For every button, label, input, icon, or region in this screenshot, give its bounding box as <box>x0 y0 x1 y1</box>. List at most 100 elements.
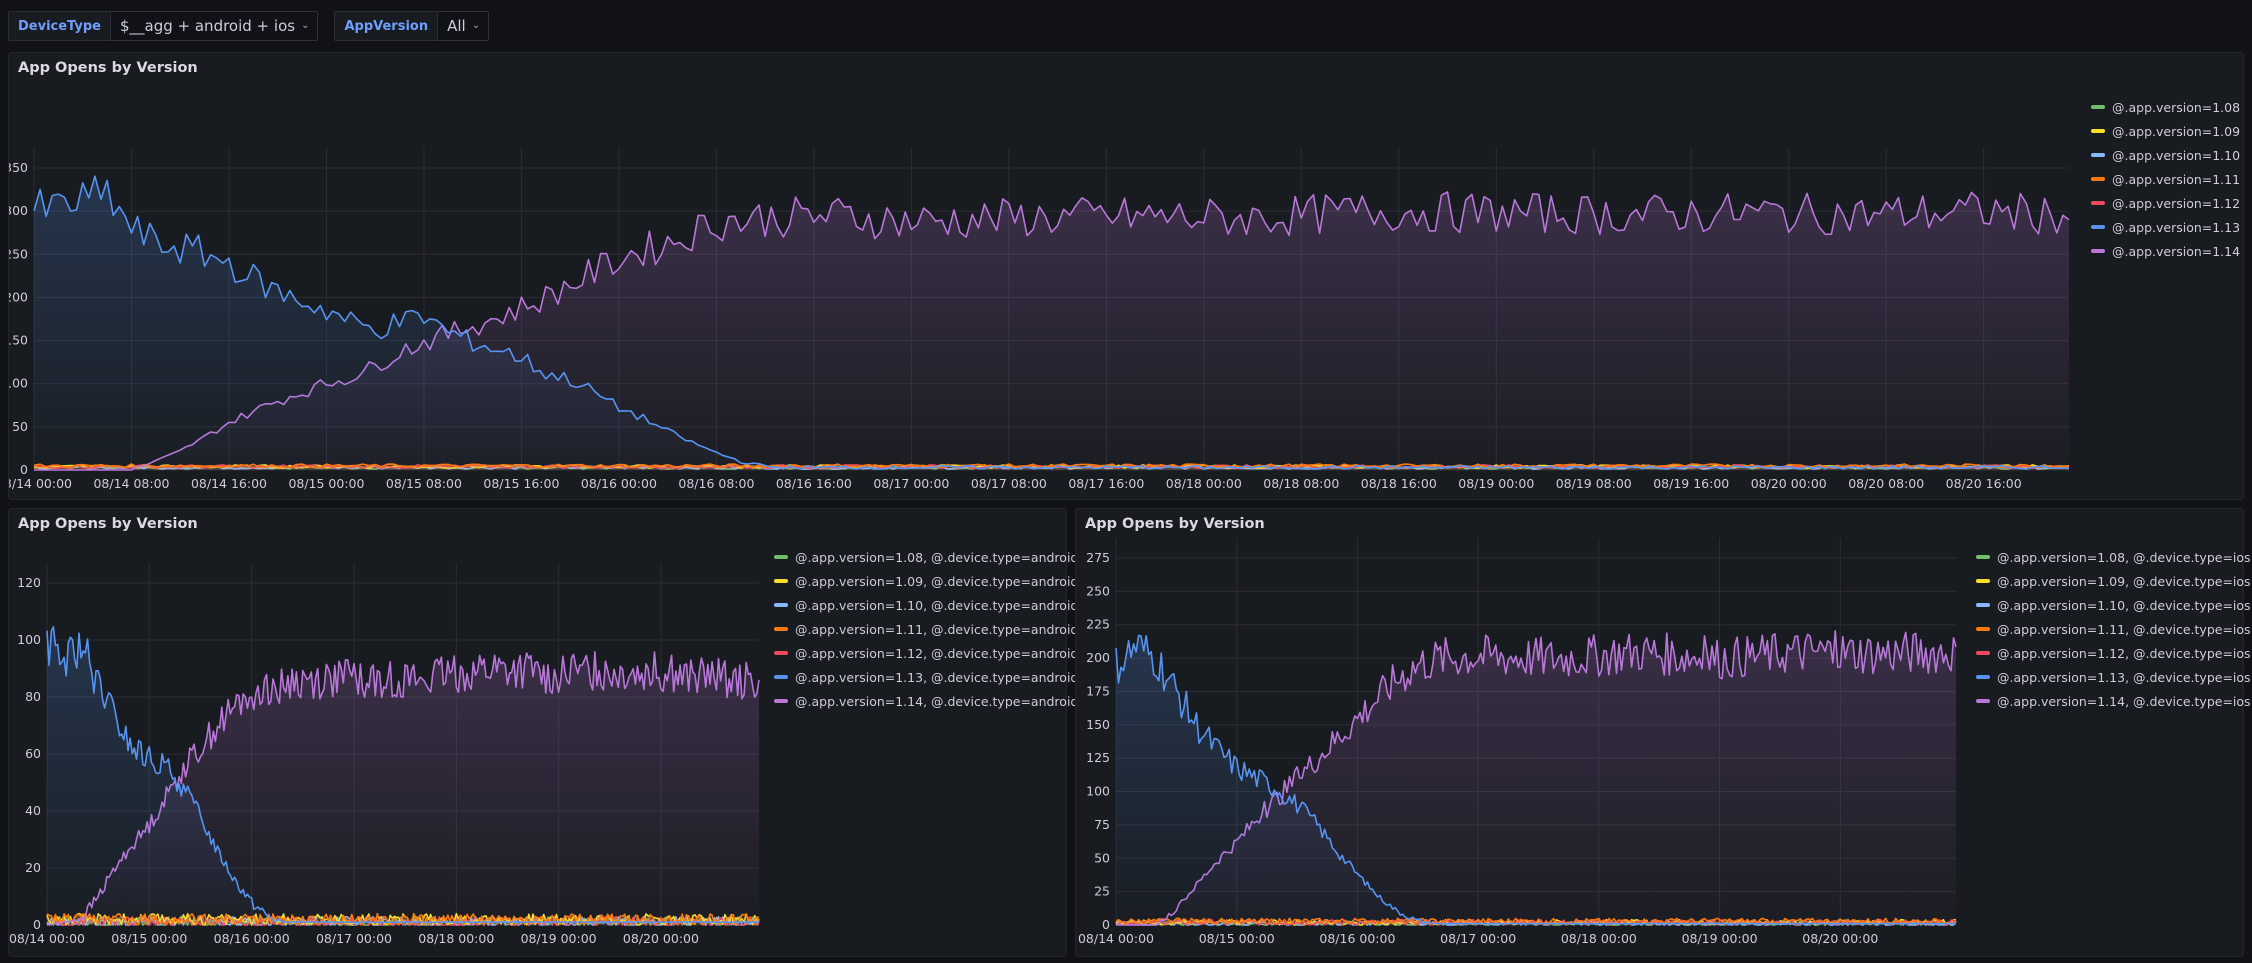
app-opens-chart-all: 0 50 100 150 200 250 300 350 08/14 00:00 08/14 08… <box>9 148 2070 491</box>
y-tick-label: 0 <box>20 462 28 477</box>
series-line-app-version-1-13-device-type-android <box>46 626 759 924</box>
y-tick-label: 275 <box>1086 550 1110 565</box>
y-tick-label: 120 <box>17 575 41 590</box>
x-tick-label: 08/18 08:00 <box>1263 476 1339 491</box>
y-tick-label: 100 <box>17 632 41 647</box>
y-tick-label: 250 <box>1086 583 1110 598</box>
legend-label: @.app.version=1.13, @.device.type=androi… <box>795 669 1079 685</box>
legend-item[interactable]: @.app.version=1.10 <box>2091 143 2240 167</box>
legend-swatch <box>2091 105 2105 109</box>
legend-item[interactable]: @.app.version=1.12, @.device.type=androi… <box>774 641 1078 665</box>
appversion-variable-value: All <box>447 17 466 35</box>
legend-label: @.app.version=1.09 <box>2112 123 2241 139</box>
legend-item[interactable]: @.app.version=1.13 <box>2091 215 2240 239</box>
x-tick-label: 08/16 08:00 <box>678 476 754 491</box>
y-tick-label: 100 <box>9 376 28 391</box>
x-tick-label: 08/14 00:00 <box>9 476 72 491</box>
legend-item[interactable]: @.app.version=1.12, @.device.type=ios <box>1976 641 2251 665</box>
legend-swatch <box>2091 201 2105 205</box>
y-tick-label: 300 <box>9 203 28 218</box>
legend-label: @.app.version=1.10, @.device.type=ios <box>1997 597 2251 613</box>
app-opens-panel-all[interactable]: App Opens by Version 0 50 100 150 200 250 300 3… <box>8 52 2244 500</box>
panel-title: App Opens by Version <box>1085 516 1265 532</box>
y-tick-label: 25 <box>1094 884 1110 899</box>
legend-item[interactable]: @.app.version=1.13, @.device.type=ios <box>1976 665 2251 689</box>
legend-item[interactable]: @.app.version=1.08 <box>2091 95 2240 119</box>
legend-label: @.app.version=1.08, @.device.type=androi… <box>795 549 1079 565</box>
legend-label: @.app.version=1.12, @.device.type=ios <box>1997 645 2251 661</box>
x-tick-label: 08/19 00:00 <box>1458 476 1534 491</box>
legend-item[interactable]: @.app.version=1.11 <box>2091 167 2240 191</box>
legend-item[interactable]: @.app.version=1.13, @.device.type=androi… <box>774 665 1078 689</box>
x-tick-label: 08/14 08:00 <box>93 476 169 491</box>
x-tick-label: 08/19 00:00 <box>521 931 597 946</box>
y-tick-label: 75 <box>1094 817 1110 832</box>
devicetype-variable-value: $__agg + android + ios <box>119 17 296 35</box>
legend-item[interactable]: @.app.version=1.09, @.device.type=ios <box>1976 569 2251 593</box>
x-tick-label: 08/20 08:00 <box>1848 476 1924 491</box>
x-tick-label: 08/17 16:00 <box>1068 476 1144 491</box>
legend-swatch <box>1976 699 1990 703</box>
x-tick-label: 08/19 16:00 <box>1653 476 1729 491</box>
y-tick-label: 175 <box>1086 683 1110 698</box>
legend-swatch <box>774 699 788 703</box>
x-tick-label: 08/17 08:00 <box>971 476 1047 491</box>
x-tick-label: 08/15 00:00 <box>1199 931 1275 946</box>
x-tick-label: 08/20 00:00 <box>1802 931 1878 946</box>
x-tick-label: 08/19 08:00 <box>1556 476 1632 491</box>
legend-label: @.app.version=1.11, @.device.type=androi… <box>795 621 1079 637</box>
legend-swatch <box>2091 225 2105 229</box>
y-tick-label: 225 <box>1086 617 1110 632</box>
x-tick-label: 08/19 00:00 <box>1682 931 1758 946</box>
legend-label: @.app.version=1.12 <box>2112 195 2241 211</box>
devicetype-variable-select[interactable]: $__agg + android + ios ⌄ <box>110 11 319 41</box>
legend-item[interactable]: @.app.version=1.09 <box>2091 119 2240 143</box>
y-tick-label: 250 <box>9 246 28 261</box>
chart-legend: @.app.version=1.08 @.app.version=1.09 @.ap… <box>2091 95 2240 263</box>
y-tick-label: 100 <box>1086 784 1110 799</box>
x-tick-label: 08/17 00:00 <box>1440 931 1516 946</box>
legend-swatch <box>1976 675 1990 679</box>
legend-item[interactable]: @.app.version=1.11, @.device.type=ios <box>1976 617 2251 641</box>
appversion-variable-select[interactable]: All ⌄ <box>438 11 490 41</box>
app-opens-panel-android[interactable]: App Opens by Version 0 20 40 60 80 100 120 08/1… <box>8 508 1078 957</box>
x-tick-label: 08/17 00:00 <box>873 476 949 491</box>
legend-swatch <box>1976 579 1990 583</box>
y-tick-label: 50 <box>1094 850 1110 865</box>
legend-item[interactable]: @.app.version=1.14 <box>2091 239 2240 263</box>
panel-title: App Opens by Version <box>18 60 198 76</box>
legend-swatch <box>2091 249 2105 253</box>
legend-label: @.app.version=1.10, @.device.type=androi… <box>795 597 1079 613</box>
legend-swatch <box>1976 651 1990 655</box>
legend-swatch <box>774 627 788 631</box>
y-tick-label: 350 <box>9 160 28 175</box>
legend-item[interactable]: @.app.version=1.10, @.device.type=androi… <box>774 593 1078 617</box>
legend-label: @.app.version=1.12, @.device.type=androi… <box>795 645 1079 661</box>
legend-label: @.app.version=1.14, @.device.type=ios <box>1997 693 2251 709</box>
x-tick-label: 08/14 00:00 <box>1078 931 1154 946</box>
x-tick-label: 08/14 00:00 <box>9 931 85 946</box>
legend-item[interactable]: @.app.version=1.08, @.device.type=ios <box>1976 545 2251 569</box>
legend-label: @.app.version=1.11 <box>2112 171 2241 187</box>
legend-item[interactable]: @.app.version=1.14, @.device.type=androi… <box>774 689 1078 713</box>
legend-item[interactable]: @.app.version=1.14, @.device.type=ios <box>1976 689 2251 713</box>
x-tick-label: 08/20 00:00 <box>623 931 699 946</box>
app-opens-chart-ios: 0 25 50 75 100 125 150 175 200 225 250 275 08/14 00:… <box>1078 538 1957 946</box>
legend-label: @.app.version=1.09, @.device.type=androi… <box>795 573 1079 589</box>
series-area-app-version-1-13-device-type-android <box>47 626 759 925</box>
y-tick-label: 0 <box>33 917 41 932</box>
legend-label: @.app.version=1.13, @.device.type=ios <box>1997 669 2251 685</box>
chart-legend: @.app.version=1.08, @.device.type=ios @.a… <box>1976 545 2251 713</box>
legend-item[interactable]: @.app.version=1.12 <box>2091 191 2240 215</box>
legend-item[interactable]: @.app.version=1.10, @.device.type=ios <box>1976 593 2251 617</box>
x-tick-label: 08/20 00:00 <box>1751 476 1827 491</box>
x-tick-label: 08/18 00:00 <box>418 931 494 946</box>
app-opens-panel-ios[interactable]: App Opens by Version 0 25 50 75 100 125 150 175… <box>1075 508 2251 957</box>
legend-item[interactable]: @.app.version=1.09, @.device.type=androi… <box>774 569 1078 593</box>
x-tick-label: 08/16 16:00 <box>776 476 852 491</box>
legend-item[interactable]: @.app.version=1.11, @.device.type=androi… <box>774 617 1078 641</box>
x-tick-label: 08/15 08:00 <box>386 476 462 491</box>
y-tick-label: 0 <box>1102 917 1110 932</box>
legend-item[interactable]: @.app.version=1.08, @.device.type=androi… <box>774 545 1078 569</box>
